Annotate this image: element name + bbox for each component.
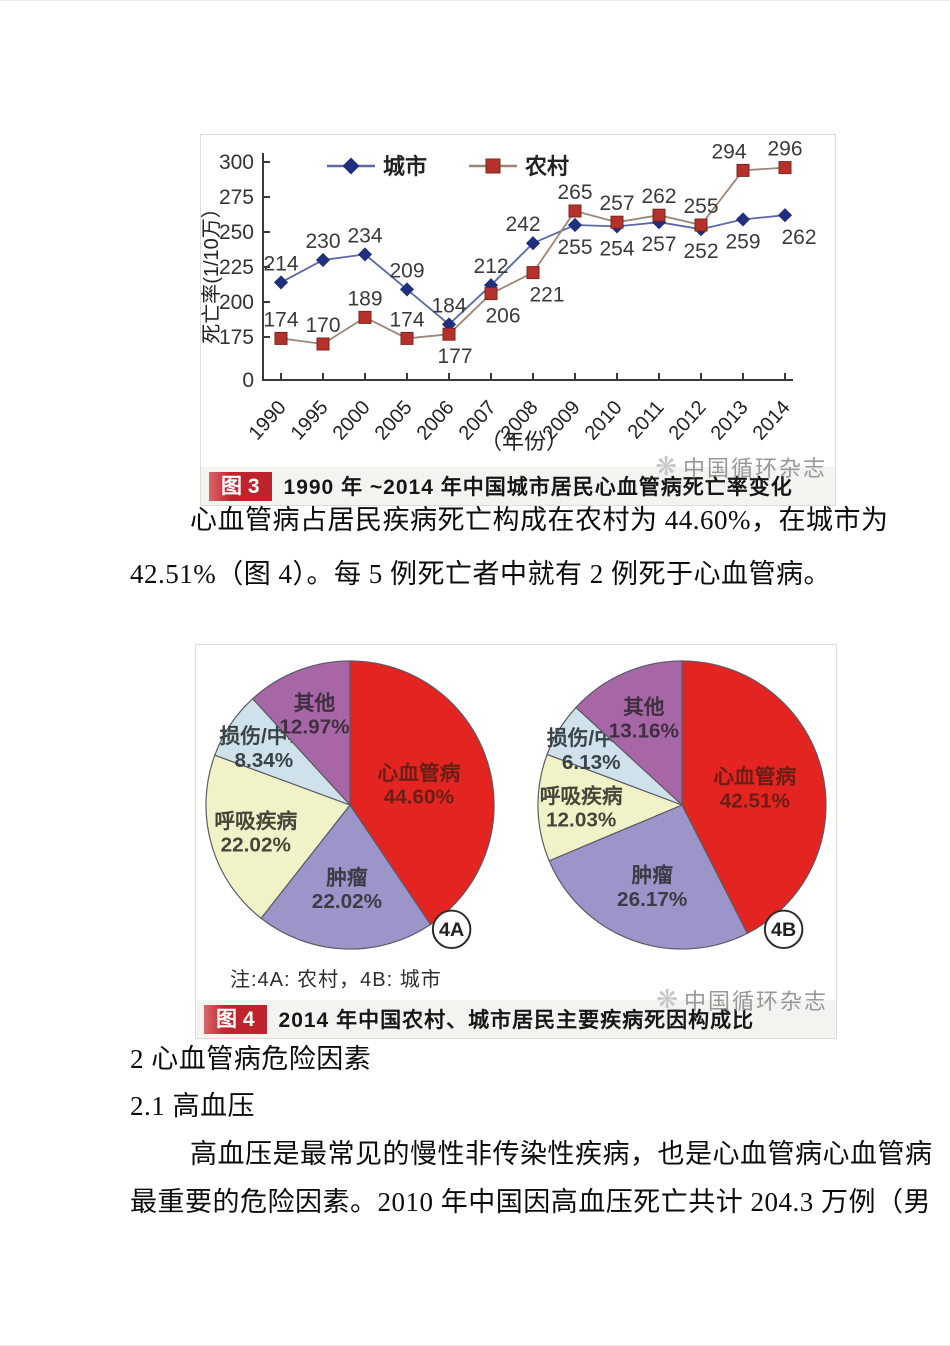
svg-text:2006: 2006 bbox=[413, 397, 459, 445]
svg-text:189: 189 bbox=[347, 287, 382, 310]
svg-text:174: 174 bbox=[263, 308, 298, 331]
svg-text:212: 212 bbox=[473, 255, 508, 278]
svg-text:6.13%: 6.13% bbox=[562, 751, 621, 774]
svg-text:214: 214 bbox=[263, 252, 298, 275]
figure4-badge: 图 4 bbox=[204, 1004, 267, 1034]
svg-text:肿瘤: 肿瘤 bbox=[631, 863, 673, 887]
svg-text:城市: 城市 bbox=[383, 154, 427, 179]
section-subheading: 2.1 高血压 bbox=[130, 1091, 255, 1121]
svg-text:其他: 其他 bbox=[623, 695, 665, 719]
svg-text:肿瘤: 肿瘤 bbox=[326, 866, 368, 890]
pie-chart-rural-4A: 心血管病 44.60% 肿瘤 22.02% 呼吸疾病 22.02% 损伤/中毒 8.34% 其他… bbox=[202, 657, 498, 953]
figure4-watermark-text: 中国循环杂志 bbox=[683, 989, 828, 1014]
figure3-box: 0 175 200 225 250 275 300 1990 1995 2000 2005 2006 2… bbox=[200, 134, 836, 506]
svg-text:254: 254 bbox=[599, 237, 634, 260]
svg-text:255: 255 bbox=[683, 195, 718, 218]
svg-text:心血管病: 心血管病 bbox=[713, 765, 796, 789]
svg-text:170: 170 bbox=[305, 314, 340, 337]
figure4-caption-bar: 图 4 2014 年中国农村、城市居民主要疾病死因构成比 ❋ 中国循环杂志 bbox=[196, 985, 836, 1038]
figure3-badge: 图 3 bbox=[209, 471, 272, 501]
svg-text:250: 250 bbox=[219, 221, 254, 244]
svg-text:257: 257 bbox=[641, 233, 676, 256]
svg-text:257: 257 bbox=[599, 192, 634, 215]
figure3-watermark-text: 中国循环杂志 bbox=[682, 456, 827, 481]
svg-text:1990: 1990 bbox=[245, 397, 291, 445]
svg-text:0: 0 bbox=[242, 369, 254, 392]
section-heading: 2 心血管病危险因素 bbox=[130, 1044, 372, 1074]
svg-text:175: 175 bbox=[219, 326, 254, 349]
figure3-caption-bar: 图 3 1990 年 ~2014 年中国城市居民心血管病死亡率变化 ❋ 中国循环杂… bbox=[201, 452, 835, 505]
figure4-caption: 2014 年中国农村、城市居民主要疾病死因构成比 bbox=[278, 1009, 755, 1032]
svg-text:农村: 农村 bbox=[524, 154, 569, 179]
figure4-watermark: ❋ 中国循环杂志 bbox=[656, 984, 828, 1016]
svg-text:44.60%: 44.60% bbox=[384, 786, 454, 809]
svg-text:2010: 2010 bbox=[581, 397, 627, 445]
svg-text:26.17%: 26.17% bbox=[617, 888, 687, 911]
svg-text:12.03%: 12.03% bbox=[546, 809, 616, 832]
svg-text:234: 234 bbox=[347, 224, 382, 247]
svg-text:12.97%: 12.97% bbox=[279, 715, 349, 738]
svg-text:2000: 2000 bbox=[329, 397, 375, 445]
svg-text:1995: 1995 bbox=[287, 397, 333, 445]
svg-text:275: 275 bbox=[219, 186, 254, 209]
svg-text:心血管病: 心血管病 bbox=[377, 761, 460, 785]
figure3-watermark: ❋ 中国循环杂志 bbox=[655, 451, 827, 483]
svg-text:206: 206 bbox=[485, 305, 520, 328]
svg-text:（年份）: （年份） bbox=[480, 429, 568, 454]
svg-text:177: 177 bbox=[437, 345, 472, 368]
svg-text:262: 262 bbox=[781, 226, 816, 249]
body-paragraph-line: 最重要的危险因素。2010 年中国因高血压死亡共计 204.3 万例（男 bbox=[130, 1187, 931, 1217]
svg-text:225: 225 bbox=[219, 256, 254, 279]
svg-text:221: 221 bbox=[529, 284, 564, 307]
svg-text:4B: 4B bbox=[771, 919, 796, 941]
svg-text:2014: 2014 bbox=[749, 397, 795, 445]
body-paragraph-line: 心血管病占居民疾病死亡构成在农村为 44.60%，在城市为 bbox=[190, 505, 889, 535]
body-paragraph-line: 高血压是最常见的慢性非传染性疾病，也是心血管病心血管病 bbox=[190, 1139, 933, 1169]
svg-text:22.02%: 22.02% bbox=[221, 833, 291, 856]
svg-text:230: 230 bbox=[305, 230, 340, 253]
svg-text:174: 174 bbox=[389, 308, 424, 331]
body-paragraph-line: 42.51%（图 4）。每 5 例死亡者中就有 2 例死于心血管病。 bbox=[130, 559, 831, 589]
svg-text:300: 300 bbox=[219, 151, 254, 174]
svg-text:200: 200 bbox=[219, 291, 254, 314]
svg-text:2005: 2005 bbox=[371, 397, 417, 445]
svg-text:22.02%: 22.02% bbox=[312, 890, 382, 913]
svg-text:255: 255 bbox=[557, 236, 592, 259]
svg-text:259: 259 bbox=[725, 230, 760, 253]
svg-text:262: 262 bbox=[641, 185, 676, 208]
svg-text:2012: 2012 bbox=[665, 397, 711, 445]
svg-text:4A: 4A bbox=[439, 919, 464, 941]
svg-text:252: 252 bbox=[683, 240, 718, 263]
svg-text:死亡率(1/10万）: 死亡率(1/10万） bbox=[201, 198, 223, 344]
journal-logo-icon: ❋ bbox=[656, 985, 680, 1014]
svg-text:8.34%: 8.34% bbox=[234, 749, 293, 772]
figure4-note: 注:4A: 农村，4B: 城市 bbox=[230, 969, 442, 991]
svg-text:265: 265 bbox=[557, 181, 592, 204]
pie-chart-svg-4B: 心血管病42.51%肿瘤26.17%呼吸疾病12.03%损伤/中毒6.13%其他… bbox=[537, 660, 827, 950]
svg-text:42.51%: 42.51% bbox=[720, 789, 790, 812]
figure3-caption: 1990 年 ~2014 年中国城市居民心血管病死亡率变化 bbox=[283, 476, 793, 499]
svg-text:184: 184 bbox=[431, 294, 466, 317]
svg-text:2011: 2011 bbox=[624, 397, 669, 444]
svg-text:呼吸疾病: 呼吸疾病 bbox=[214, 809, 297, 833]
svg-text:209: 209 bbox=[389, 259, 424, 282]
svg-text:294: 294 bbox=[711, 140, 746, 163]
journal-logo-icon: ❋ bbox=[655, 452, 679, 481]
svg-text:呼吸疾病: 呼吸疾病 bbox=[540, 784, 623, 808]
pie-charts-row: 心血管病 44.60% 肿瘤 22.02% 呼吸疾病 22.02% 损伤/中毒 8.34% 其他… bbox=[196, 657, 836, 953]
svg-text:296: 296 bbox=[767, 138, 802, 161]
svg-text:2013: 2013 bbox=[707, 397, 753, 445]
svg-text:其他: 其他 bbox=[294, 691, 336, 715]
svg-text:13.16%: 13.16% bbox=[609, 720, 679, 743]
figure4-box: 心血管病 44.60% 肿瘤 22.02% 呼吸疾病 22.02% 损伤/中毒 8.34% 其他… bbox=[195, 644, 837, 1039]
figure3-line-chart: 0 175 200 225 250 275 300 1990 1995 2000 2005 2006 2… bbox=[200, 135, 835, 472]
pie-chart-urban-4B: 心血管病 42.51% 肿瘤 26.17% 呼吸疾病 12.03% 损伤/中毒 6.13% 其他… bbox=[534, 657, 830, 953]
pie-chart-svg-4A: 心血管病44.60%肿瘤22.02%呼吸疾病22.02%损伤/中毒8.34%其他… bbox=[205, 660, 495, 950]
svg-text:242: 242 bbox=[505, 213, 540, 236]
